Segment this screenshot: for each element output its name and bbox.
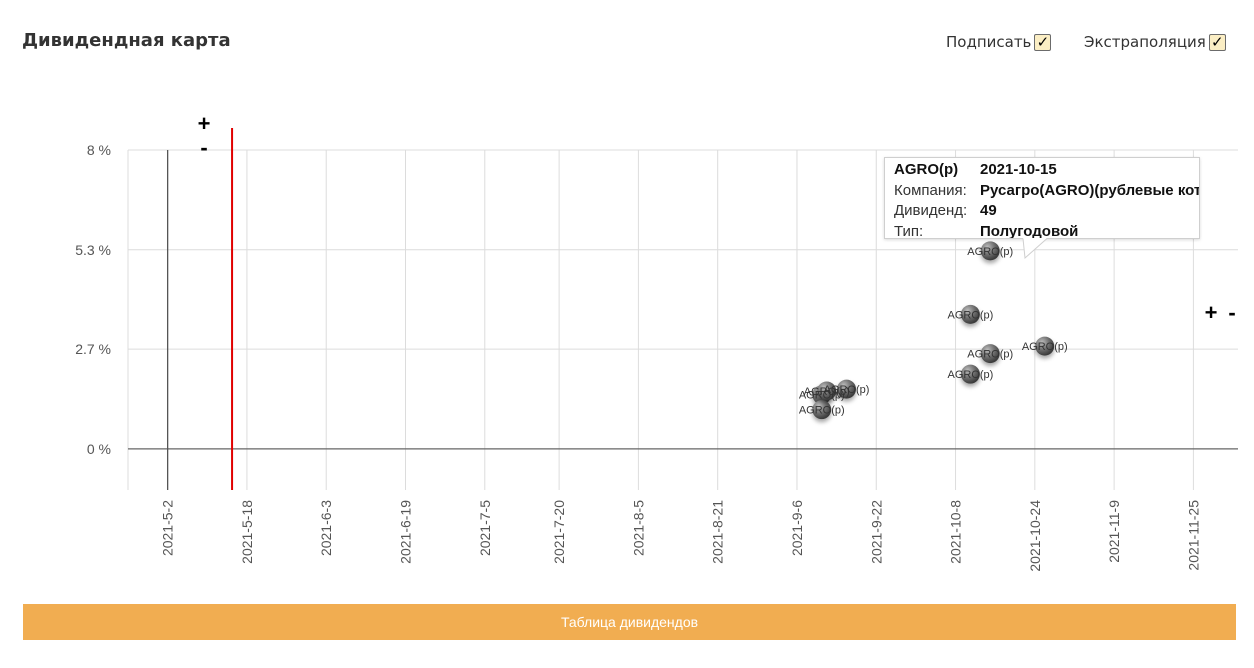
- dividend-point[interactable]: [980, 344, 1000, 364]
- tooltip-row-company: Компания: Русагро(AGRO)(рублевые котиров…: [894, 181, 1199, 202]
- x-tick-label: 2021-11-9: [1106, 500, 1122, 563]
- point-label: AGRO(p): [967, 349, 1013, 361]
- x-tick-label: 2021-11-25: [1185, 500, 1201, 571]
- x-tick-label: 2021-10-24: [1027, 500, 1043, 572]
- extrapolation-checkbox[interactable]: ✓: [1208, 32, 1226, 51]
- x-tick-label: 2021-5-2: [160, 500, 176, 556]
- tooltip-row-type: Тип: Полугодовой: [894, 222, 1199, 239]
- tooltip-header: AGRO(p) 2021-10-15: [894, 160, 1199, 181]
- tooltip-key: Дивиденд:: [894, 202, 968, 219]
- label-points-option[interactable]: Подписать ✓: [946, 32, 1052, 52]
- x-tick-label: 2021-9-22: [868, 500, 884, 564]
- zoom-out-x-button[interactable]: -: [200, 135, 207, 160]
- point-label: AGRO(p): [799, 390, 845, 402]
- y-tick-label: 0 %: [87, 441, 111, 457]
- tooltip-row-dividend: Дивиденд: 49: [894, 201, 1199, 222]
- y-tick-label: 8 %: [87, 142, 111, 158]
- y-tick-label: 5.3 %: [75, 242, 111, 258]
- x-tick-label: 2021-5-18: [239, 500, 255, 564]
- tooltip-key: Компания:: [894, 181, 967, 199]
- checkmark-icon: ✓: [1211, 32, 1224, 51]
- dividend-chart[interactable]: AGRO(p)AGRO(p)AGRO(p)AGRO(p)AGRO(p)AGRO(…: [0, 100, 1254, 595]
- tooltip-value: Полугодовой: [980, 222, 1079, 239]
- x-tick-label: 2021-8-5: [630, 500, 646, 556]
- label-points-checkbox[interactable]: ✓: [1034, 32, 1052, 51]
- dividend-point[interactable]: [1035, 336, 1055, 356]
- x-tick-label: 2021-8-21: [710, 500, 726, 564]
- x-tick-label: 2021-7-20: [551, 500, 567, 564]
- tooltip-key: Тип:: [894, 222, 924, 239]
- dividend-point[interactable]: [812, 400, 832, 420]
- point-label: AGRO(p): [967, 246, 1013, 258]
- x-tick-label: 2021-6-19: [398, 500, 414, 564]
- extrapolation-label: Экстраполяция: [1084, 33, 1206, 51]
- x-tick-label: 2021-7-5: [477, 500, 493, 556]
- zoom-in-x-button[interactable]: +: [198, 111, 211, 136]
- dividend-point[interactable]: [817, 381, 837, 401]
- zoom-in-y-button[interactable]: +: [1205, 300, 1218, 325]
- dividend-point[interactable]: [980, 241, 1000, 261]
- dividend-point[interactable]: [837, 379, 857, 399]
- point-tooltip: AGRO(p) 2021-10-15 Компания: Русагро(AGR…: [884, 157, 1200, 239]
- tooltip-date: 2021-10-15: [980, 161, 1057, 178]
- tooltip-value: 49: [980, 202, 997, 219]
- label-points-label: Подписать: [946, 33, 1032, 51]
- point-label: AGRO(p): [824, 384, 870, 396]
- x-tick-label: 2021-10-8: [948, 500, 964, 564]
- point-label: AGRO(p): [947, 309, 993, 321]
- y-tick-label: 2.7 %: [75, 341, 111, 357]
- point-label: AGRO(p): [804, 386, 850, 398]
- zoom-out-y-button[interactable]: -: [1228, 300, 1235, 325]
- tooltip-pointer: [1022, 238, 1048, 260]
- point-label: AGRO(p): [799, 405, 845, 417]
- tooltip-value: Русагро(AGRO)(рублевые котировки): [980, 181, 1199, 199]
- tooltip-ticker: AGRO(p): [894, 161, 959, 178]
- x-tick-label: 2021-6-3: [318, 500, 334, 556]
- point-label: AGRO(p): [947, 369, 993, 381]
- dividend-point[interactable]: [960, 364, 980, 384]
- x-tick-label: 2021-9-6: [789, 500, 805, 556]
- dividend-point[interactable]: [960, 304, 980, 324]
- checkmark-icon: ✓: [1036, 32, 1050, 51]
- dividend-table-button[interactable]: Таблица дивидендов: [23, 604, 1236, 640]
- page-title: Дивидендная карта: [22, 30, 231, 51]
- extrapolation-option[interactable]: Экстраполяция ✓: [1084, 32, 1226, 52]
- point-label: AGRO(p): [1022, 341, 1068, 353]
